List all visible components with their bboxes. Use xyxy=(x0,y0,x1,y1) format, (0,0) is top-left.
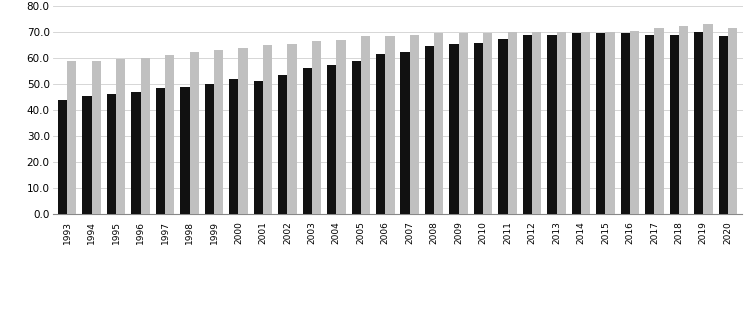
Bar xyxy=(630,31,639,214)
Bar xyxy=(581,32,590,214)
Bar xyxy=(498,39,508,214)
Bar xyxy=(131,92,140,214)
Bar xyxy=(230,79,238,214)
Bar xyxy=(400,51,410,214)
Bar xyxy=(106,94,116,214)
Bar xyxy=(361,36,370,214)
Bar xyxy=(728,28,737,214)
Bar xyxy=(156,88,165,214)
Bar xyxy=(548,35,556,214)
Bar xyxy=(336,40,346,214)
Bar xyxy=(572,34,581,214)
Bar xyxy=(302,68,312,214)
Bar xyxy=(180,87,190,214)
Bar xyxy=(556,32,566,214)
Bar xyxy=(655,28,664,214)
Bar xyxy=(263,45,272,214)
Bar xyxy=(718,36,728,214)
Bar xyxy=(327,65,336,214)
Bar xyxy=(287,44,297,214)
Bar xyxy=(449,44,459,214)
Bar xyxy=(205,84,214,214)
Bar xyxy=(352,61,361,214)
Bar xyxy=(165,56,174,214)
Bar xyxy=(238,48,248,214)
Bar xyxy=(425,46,434,214)
Bar xyxy=(474,43,483,214)
Bar xyxy=(140,58,150,214)
Bar xyxy=(704,24,712,214)
Bar xyxy=(410,35,419,214)
Bar xyxy=(596,34,605,214)
Bar xyxy=(386,36,394,214)
Bar xyxy=(190,51,199,214)
Bar xyxy=(621,34,630,214)
Bar xyxy=(523,35,532,214)
Bar xyxy=(214,50,223,214)
Bar xyxy=(645,35,655,214)
Bar xyxy=(532,32,542,214)
Bar xyxy=(679,26,688,214)
Bar xyxy=(58,100,68,214)
Bar xyxy=(483,34,493,214)
Bar xyxy=(376,54,386,214)
Bar xyxy=(694,32,703,214)
Bar xyxy=(508,32,517,214)
Bar xyxy=(68,61,76,214)
Bar xyxy=(116,59,125,214)
Bar xyxy=(605,32,615,214)
Bar xyxy=(278,75,287,214)
Bar xyxy=(254,81,263,214)
Bar xyxy=(312,41,321,214)
Bar xyxy=(92,61,101,214)
Bar xyxy=(434,34,443,214)
Bar xyxy=(670,35,679,214)
Bar xyxy=(459,34,468,214)
Bar xyxy=(82,96,92,214)
